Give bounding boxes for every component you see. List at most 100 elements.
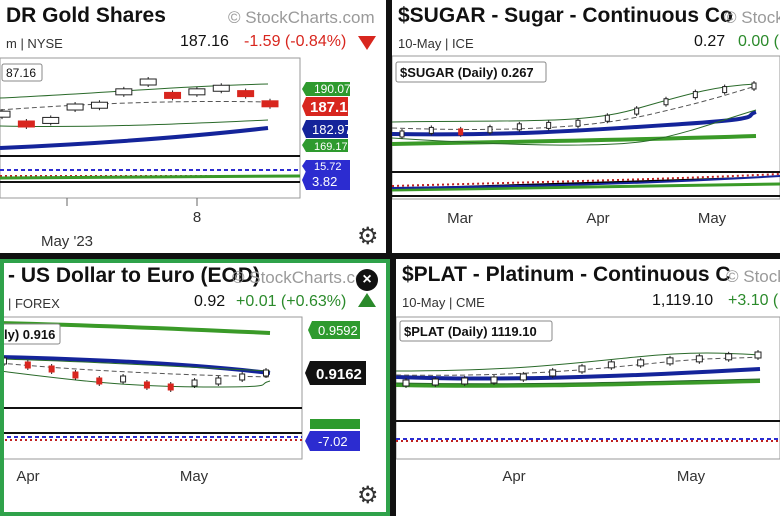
svg-text:187.16: 187.16 (310, 99, 356, 116)
candle (549, 369, 557, 377)
chart-panel-platinum[interactable]: $PLAT - Platinum - Continuous C © StockC… (396, 259, 780, 516)
candle (4, 357, 7, 365)
watermark: © StockCharts.co (232, 268, 365, 287)
svg-text:3.82: 3.82 (312, 174, 337, 189)
svg-text:190.07: 190.07 (314, 82, 351, 96)
x-tick-label: Mar (447, 210, 473, 227)
gold-chart[interactable]: 87.16 8 May '23 190.07 187.16 182.97 169… (0, 0, 386, 253)
indicator-tag: 3.82 (302, 171, 350, 190)
candle (666, 357, 674, 365)
bollinger-lower (392, 109, 757, 146)
x-tick-label: May (677, 468, 706, 485)
moving-average-line (4, 362, 271, 378)
price-tag-last: 0.9162 (305, 361, 366, 385)
candle (191, 379, 198, 387)
last-price: 1,119.10 (652, 292, 714, 309)
chart-panel-sugar[interactable]: $SUGAR - Sugar - Continuous Co © StockCh… (392, 0, 780, 253)
candle (490, 376, 498, 384)
bollinger-upper (396, 352, 761, 372)
candles (399, 81, 757, 139)
price-tag: 0.9592 (308, 321, 360, 339)
svg-text:-7.02: -7.02 (318, 434, 348, 449)
price-tag: 182.97 (302, 120, 352, 138)
candle (722, 86, 728, 94)
candle (90, 101, 108, 109)
gear-icon[interactable]: ⚙ (357, 223, 379, 250)
candle (96, 377, 103, 385)
sugar-chart[interactable]: $SUGAR (Daily) 0.267 Mar Apr May (392, 0, 780, 253)
gear-icon[interactable]: ⚙ (357, 482, 379, 509)
candle (725, 353, 733, 361)
candle (237, 90, 255, 98)
x-tick-label: 8 (193, 209, 201, 226)
candle (215, 377, 222, 385)
indicator-tag (310, 419, 360, 429)
candle (634, 107, 640, 115)
svg-text:169.17: 169.17 (314, 141, 348, 153)
candle (487, 126, 493, 134)
candle (17, 120, 35, 128)
candle (754, 351, 762, 359)
last-price: 0.27 (694, 33, 726, 50)
x-tick-label: Apr (16, 468, 39, 485)
indicator-line (392, 175, 780, 189)
candle (139, 78, 157, 86)
candle (431, 378, 439, 386)
candles (4, 356, 269, 392)
candle (607, 361, 615, 369)
panel-title: $PLAT - Platinum - Continuous C (402, 263, 731, 286)
candle (42, 116, 60, 124)
bollinger-upper (0, 83, 269, 99)
candle (115, 88, 133, 96)
candle (428, 126, 434, 134)
platinum-chart[interactable]: $PLAT (Daily) 1119.10 Apr May (396, 259, 780, 516)
bollinger-lower (4, 370, 271, 388)
candle (212, 84, 230, 92)
candle (695, 355, 703, 363)
panel-title: DR Gold Shares (6, 4, 166, 27)
moving-average-line (396, 367, 761, 381)
candle (72, 371, 79, 379)
candle (66, 103, 84, 111)
last-price: 187.16 (180, 33, 229, 50)
panel-title: $SUGAR - Sugar - Continuous Co (398, 4, 733, 27)
price-tag-last: 187.16 (302, 97, 356, 116)
candle (546, 121, 552, 129)
candle (692, 91, 698, 99)
close-icon[interactable]: × (356, 269, 378, 291)
chart-panel-gold[interactable]: DR Gold Shares © StockCharts.com m | NYS… (0, 0, 386, 253)
svg-text:0.9162: 0.9162 (316, 366, 362, 383)
moving-average-line (392, 110, 757, 137)
legend-box (399, 320, 553, 342)
candle (575, 119, 581, 127)
candle (516, 123, 522, 131)
legend-box (395, 61, 547, 83)
legend-text: $PLAT (Daily) 1119.10 (404, 324, 537, 339)
watermark: © StockC (726, 267, 780, 286)
legend-text: ly) 0.916 (4, 327, 55, 342)
last-price: 0.92 (194, 293, 226, 310)
indicator-tag: 15.72 (302, 160, 350, 173)
panel-title: - US Dollar to Euro (EOD) (8, 264, 260, 287)
panel-subtitle: 10-May | ICE (398, 36, 474, 51)
moving-average-line (0, 126, 269, 150)
candle (188, 88, 206, 96)
price-change: +0.01 (+0.63%) (236, 293, 347, 310)
price-change: -1.59 (-0.84%) (244, 33, 347, 50)
x-tick-label: Apr (586, 210, 609, 227)
svg-text:15.72: 15.72 (314, 161, 342, 173)
candle (402, 379, 410, 387)
candle (751, 82, 757, 90)
candle (239, 373, 246, 381)
price-tag: 190.07 (302, 82, 351, 96)
chart-panel-euro[interactable]: - US Dollar to Euro (EOD) © StockCharts.… (0, 259, 390, 516)
panel-subtitle: 10-May | CME (402, 295, 485, 310)
candle (637, 359, 645, 367)
moving-average-line (396, 379, 761, 388)
candle (164, 91, 182, 99)
euro-chart[interactable]: ly) 0.916 Apr May 0.9592 0.9162 -7.02 (4, 263, 386, 512)
down-arrow-icon (358, 36, 376, 50)
x-axis-label: May '23 (41, 233, 93, 250)
candle (143, 381, 150, 389)
candle (578, 365, 586, 373)
